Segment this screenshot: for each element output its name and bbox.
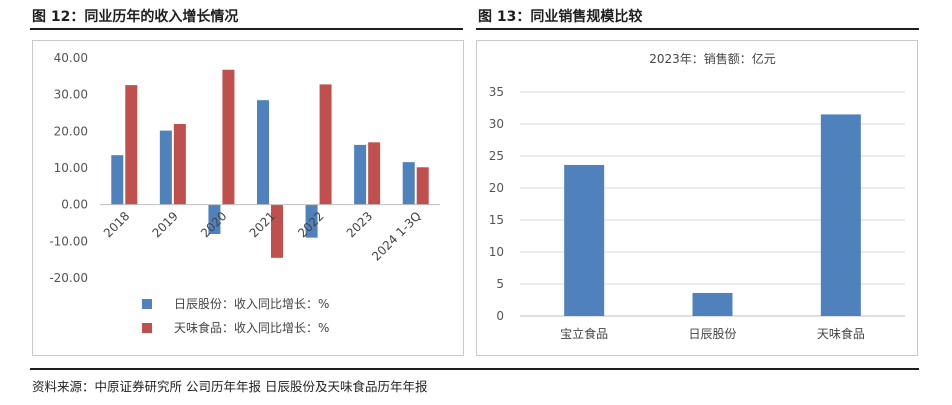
x-category-label: 2018 — [101, 209, 132, 240]
y-tick-label: 5 — [496, 277, 504, 291]
growth-chart-panel — [32, 40, 464, 356]
figure-13-title: 图 13：同业销售规模比较 — [478, 9, 643, 25]
y-tick-label: 35 — [489, 85, 504, 99]
legend-label: 日辰股份：收入同比增长：% — [174, 297, 329, 311]
y-tick-label: 30.00 — [54, 88, 88, 102]
y-tick-label: 0.00 — [61, 198, 88, 212]
figure-13-top-rule — [476, 28, 919, 30]
tianwei-growth-bar — [368, 142, 381, 205]
figure-12-top-rule — [30, 28, 463, 30]
richen-growth-bar — [402, 162, 415, 205]
tianwei-growth-bar — [222, 69, 235, 205]
x-category-label: 宝立食品 — [560, 326, 608, 341]
tianwei-growth-bar — [173, 124, 186, 205]
tianwei-growth-bar — [319, 84, 332, 205]
y-tick-label: 30 — [489, 117, 504, 131]
tianwei-growth-bar — [416, 167, 429, 205]
x-category-label: 2020 — [198, 209, 229, 240]
y-tick-label: 10 — [489, 245, 504, 259]
y-tick-label: 0 — [496, 309, 504, 323]
richen-growth-bar — [111, 155, 124, 205]
x-category-label: 天味食品 — [817, 326, 865, 341]
chart-title: 2023年：销售额：亿元 — [649, 51, 776, 66]
y-tick-label: 20.00 — [54, 124, 88, 138]
tianwei-growth-bar — [125, 85, 138, 205]
y-tick-label: 20 — [489, 181, 504, 195]
footer-rule — [30, 368, 919, 370]
legend-swatch — [142, 299, 152, 309]
growth-bar-chart: 40.00 30.00 20.00 10.00 0.00 -10.00 -20.00 2018… — [49, 51, 440, 335]
legend-swatch — [142, 323, 152, 333]
x-category-label: 2023 — [344, 209, 375, 240]
x-category-label: 2024 1-3Q — [369, 209, 424, 264]
sales-bar — [820, 114, 861, 317]
richen-growth-bar — [159, 130, 172, 205]
y-tick-label: 40.00 — [54, 51, 88, 65]
tianwei-growth-bar — [271, 204, 283, 258]
y-tick-label: 10.00 — [54, 161, 88, 175]
y-tick-label: -20.00 — [49, 271, 88, 285]
richen-growth-bar — [208, 204, 221, 234]
legend-label: 天味食品：收入同比增长：% — [174, 320, 329, 335]
source-note: 资料来源：中原证券研究所 公司历年年报 日辰股份及天味食品历年年报 — [32, 379, 428, 394]
y-tick-label: 15 — [489, 213, 504, 227]
sales-bar-chart: 2023年：销售额：亿元 35 30 25 20 15 10 5 0 宝立食品 日辰股份 天味食品 — [489, 51, 905, 341]
x-category-label: 2019 — [149, 209, 180, 240]
y-tick-label: -10.00 — [49, 234, 88, 248]
figure-12-title: 图 12：同业历年的收入增长情况 — [32, 9, 239, 25]
richen-growth-bar — [354, 144, 367, 205]
richen-growth-bar — [257, 100, 269, 205]
y-tick-label: 25 — [489, 149, 504, 163]
sales-bar — [564, 164, 605, 316]
sales-bar — [692, 292, 733, 316]
richen-growth-bar — [305, 204, 318, 238]
x-category-label: 日辰股份 — [688, 327, 736, 341]
